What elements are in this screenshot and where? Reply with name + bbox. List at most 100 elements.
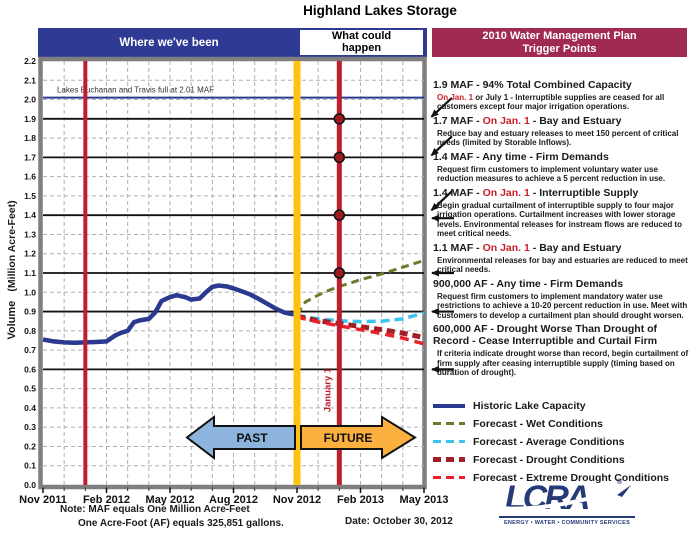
- legend-label: Forecast - Extreme Drought Conditions: [473, 471, 670, 484]
- trigger-annotation-desc: Begin gradual curtailment of interruptib…: [437, 200, 682, 239]
- legend-line-swatch: [433, 475, 465, 480]
- legend-item: Forecast - Drought Conditions: [433, 451, 693, 468]
- svg-text:0.9: 0.9: [24, 307, 36, 317]
- trigger-annotation-title: 1.1 MAF - On Jan. 1 - Bay and Estuary: [433, 241, 622, 254]
- report-date: Date: October 30, 2012: [345, 516, 453, 527]
- footnote-line2: One Acre-Foot (AF) equals 325,851 gallon…: [78, 517, 284, 529]
- footnote-line1: Note: MAF equals One Million Acre-Feet: [60, 504, 250, 515]
- swoosh-icon: [498, 485, 631, 511]
- trigger-annotation: 1.9 MAF - 94% Total Combined Capacity On …: [433, 79, 689, 112]
- trigger-annotation-title: 1.4 MAF - Any time - Firm Demands: [433, 150, 609, 163]
- page-title: Highland Lakes Storage: [303, 3, 457, 18]
- axis-labels: 0.0 0.1 0.2 0.3 0.4 0.5 0.6 0.7 0.8 0.9 1.0 1.1 1.2 1…: [19, 56, 448, 506]
- full-capacity-line: Lakes Buchanan and Travis full at 2.01 M…: [43, 86, 424, 99]
- chart-legend: Historic Lake Capacity Forecast - Wet Con…: [433, 397, 693, 487]
- trigger-level-lines: [43, 117, 424, 371]
- trigger-annotation: 900,000 AF - Any time - Firm Demands Requ…: [433, 277, 689, 321]
- legend-label: Historic Lake Capacity: [473, 399, 586, 412]
- legend-line-swatch: [433, 422, 465, 425]
- svg-text:Aug 2012: Aug 2012: [209, 494, 258, 506]
- svg-text:1.8: 1.8: [24, 133, 36, 143]
- series-historic-lake-capacity: [42, 283, 298, 346]
- trigger-annotation-title: 1.7 MAF - On Jan. 1 - Bay and Estuary: [433, 114, 622, 127]
- svg-text:1.2: 1.2: [24, 249, 36, 259]
- legend-item: Forecast - Extreme Drought Conditions: [433, 469, 693, 486]
- legend-line-swatch: [433, 439, 465, 444]
- header-band-triggers: 2010 Water Management Plan Trigger Point…: [432, 28, 687, 57]
- svg-text:FUTURE: FUTURE: [324, 431, 373, 445]
- svg-text:Feb 2013: Feb 2013: [337, 494, 384, 506]
- trigger-annotation: 1.4 MAF - Any time - Firm Demands Request…: [433, 150, 689, 184]
- svg-text:Lakes Buchanan and Travis full: Lakes Buchanan and Travis full at 2.01 M…: [57, 86, 214, 95]
- january-1-label: January 1: [322, 367, 333, 412]
- svg-text:0.7: 0.7: [24, 345, 36, 355]
- legend-label: Forecast - Drought Conditions: [473, 453, 625, 466]
- registered-mark: ®: [617, 479, 623, 486]
- svg-text:0.8: 0.8: [24, 326, 36, 336]
- future-arrow: [300, 415, 417, 460]
- svg-text:1.7: 1.7: [24, 152, 36, 162]
- svg-text:1.0: 1.0: [24, 287, 36, 297]
- svg-text:Feb 2012: Feb 2012: [83, 494, 130, 506]
- annotation-arrow: [430, 135, 453, 157]
- trigger-annotation: 1.4 MAF - On Jan. 1 - Interruptible Supp…: [433, 186, 689, 239]
- header-band-future-line1: What could: [331, 29, 392, 42]
- trigger-annotation-title: 900,000 AF - Any time - Firm Demands: [433, 277, 624, 290]
- svg-text:2.1: 2.1: [24, 75, 36, 85]
- header-band-triggers-line2: Trigger Points: [522, 42, 597, 55]
- svg-text:0.5: 0.5: [24, 384, 36, 394]
- svg-text:0.6: 0.6: [24, 364, 36, 374]
- header-band-triggers-line1: 2010 Water Management Plan: [482, 29, 637, 42]
- lcra-logo: LCRA ® ENERGY • WATER • COMMUNITY SERVIC…: [497, 479, 647, 534]
- trigger-annotation: 1.1 MAF - On Jan. 1 - Bay and Estuary Env…: [433, 241, 689, 275]
- past-future-arrows: PAST FUTURE: [185, 414, 417, 461]
- trigger-annotation: 600,000 AF - Drought Worse Than Drought …: [433, 323, 689, 378]
- annotation-arrow: [430, 97, 453, 118]
- legend-label: Forecast - Wet Conditions: [473, 417, 603, 430]
- trigger-annotations: 1.9 MAF - 94% Total Combined Capacity On …: [433, 79, 689, 382]
- svg-text:PAST: PAST: [236, 431, 268, 445]
- trigger-annotation-title: 600,000 AF - Drought Worse Than Drought …: [433, 323, 658, 348]
- trigger-annotation-desc: Environmental releases for bay and estua…: [437, 255, 688, 275]
- svg-text:0.3: 0.3: [24, 422, 36, 432]
- svg-text:1.3: 1.3: [24, 229, 36, 239]
- past-arrow: [185, 414, 296, 461]
- trigger-annotation-desc: If criteria indicate drought worse than …: [437, 348, 689, 378]
- trigger-annotation-desc: Request firm customers to implement volu…: [437, 164, 666, 184]
- svg-text:Nov 2011: Nov 2011: [19, 494, 67, 506]
- annotation-arrow: [430, 190, 453, 211]
- svg-text:Nov 2012: Nov 2012: [273, 494, 321, 506]
- trigger-annotation-title: 1.9 MAF - 94% Total Combined Capacity: [433, 79, 632, 91]
- legend-item: Forecast - Average Conditions: [433, 433, 693, 450]
- gridlines: [43, 61, 424, 485]
- annotation-arrows: [430, 97, 454, 373]
- trigger-annotation-desc: On Jan. 1 or July 1 - Interruptible supp…: [437, 92, 665, 112]
- svg-text:1.9: 1.9: [24, 114, 36, 124]
- svg-text:May 2013: May 2013: [400, 494, 449, 506]
- svg-text:0.4: 0.4: [24, 403, 36, 413]
- header-band-past-label: Where we've been: [119, 36, 219, 49]
- lcra-tagline: ENERGY • WATER • COMMUNITY SERVICES: [499, 516, 635, 526]
- svg-text:1.4: 1.4: [24, 210, 36, 220]
- svg-text:0.1: 0.1: [24, 461, 36, 471]
- legend-item: Forecast - Wet Conditions: [433, 415, 693, 432]
- legend-line-swatch: [433, 403, 465, 408]
- svg-text:0.2: 0.2: [24, 441, 36, 451]
- svg-text:2.2: 2.2: [24, 56, 36, 66]
- svg-text:1.5: 1.5: [24, 191, 36, 201]
- trigger-annotation-desc: Request firm customers to implement mand…: [437, 291, 688, 320]
- svg-text:2.0: 2.0: [24, 95, 36, 105]
- series-forecast-drought-conditions: [296, 313, 425, 341]
- footnote: Note: MAF equals One Million Acre-Feet O…: [60, 503, 284, 530]
- legend-line-swatch: [433, 457, 465, 462]
- series-forecast-extreme-drought-conditions: [296, 315, 425, 346]
- legend-item: Historic Lake Capacity: [433, 397, 693, 414]
- svg-text:1.1: 1.1: [24, 268, 36, 278]
- series-forecast-average-conditions: [296, 311, 425, 324]
- header-band-future-line2: happen: [341, 41, 382, 54]
- svg-text:1.6: 1.6: [24, 172, 36, 182]
- trigger-annotation-title: 1.4 MAF - On Jan. 1 - Interruptible Supp…: [433, 186, 639, 199]
- trigger-annotation: 1.7 MAF - On Jan. 1 - Bay and Estuary Red…: [433, 114, 689, 148]
